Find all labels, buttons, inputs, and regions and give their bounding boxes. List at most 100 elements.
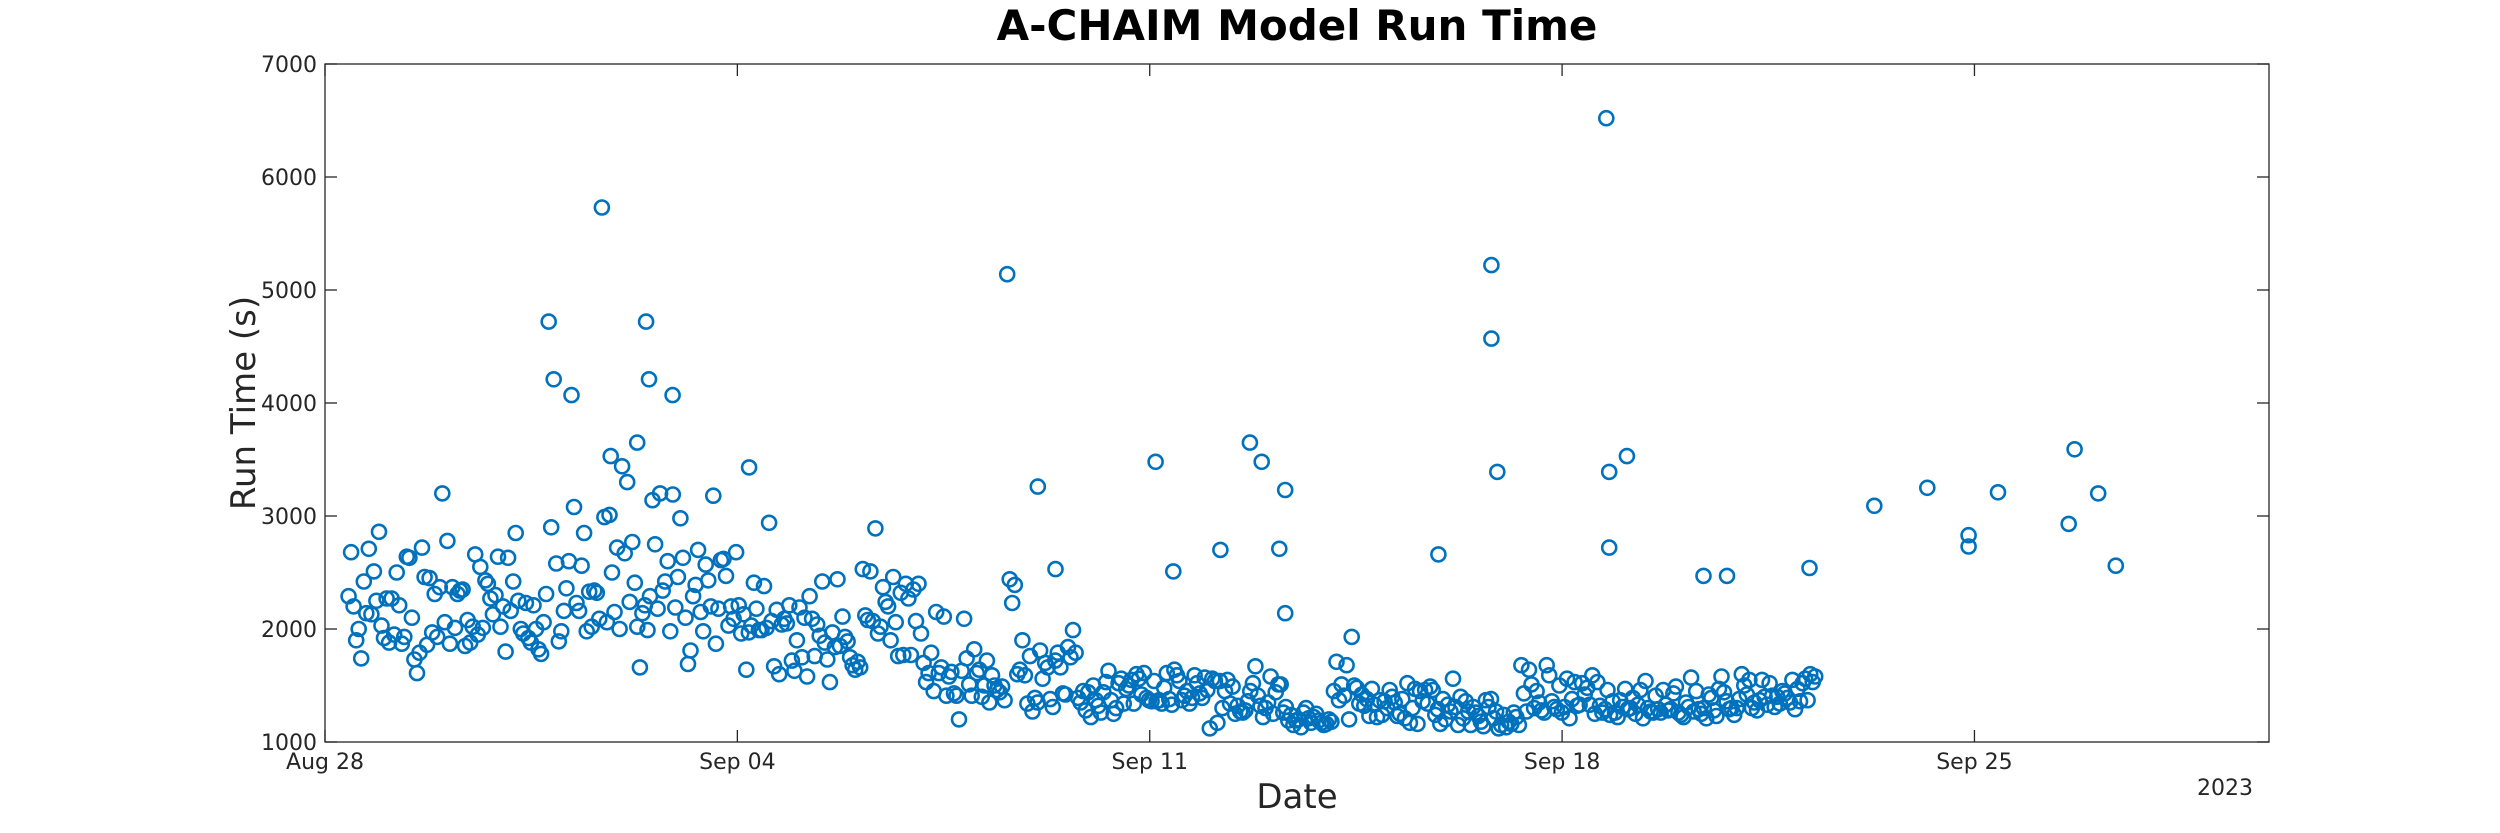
data-point (981, 694, 998, 711)
data-point (1598, 109, 1615, 127)
data-point (894, 646, 912, 664)
data-point (654, 582, 672, 599)
data-point (1343, 628, 1360, 646)
x-tick-label: Sep 25 (1936, 750, 2012, 775)
data-point (428, 628, 446, 646)
data-point (1335, 687, 1353, 705)
data-point (943, 663, 960, 681)
data-point (1254, 708, 1272, 726)
data-point (1044, 698, 1062, 716)
data-point (862, 563, 879, 580)
data-point (661, 622, 679, 640)
data-point (390, 596, 408, 614)
data-point (737, 661, 755, 679)
data-point (499, 549, 517, 567)
data-point (2107, 557, 2125, 575)
data-point (1052, 659, 1069, 676)
data-point (365, 563, 383, 580)
data-point (955, 610, 973, 628)
data-point (1510, 716, 1528, 734)
data-point (965, 640, 983, 658)
data-point (1253, 453, 1270, 471)
data-point (1276, 604, 1294, 622)
data-point (839, 633, 856, 650)
x-axis-label: Date (1256, 777, 1337, 817)
data-point (1135, 664, 1153, 682)
data-point (590, 610, 608, 628)
data-point (2089, 485, 2107, 502)
data-point (601, 506, 618, 524)
data-point (963, 687, 981, 705)
data-point (917, 673, 935, 691)
data-point (1323, 713, 1340, 731)
data-point (1338, 656, 1355, 674)
data-point (780, 596, 798, 614)
data-point (1594, 704, 1611, 721)
data-point (401, 549, 418, 567)
data-point (637, 313, 655, 330)
data-point (1003, 594, 1021, 612)
data-point (950, 711, 968, 728)
data-point (1444, 670, 1462, 688)
data-point (679, 655, 697, 673)
data-point (626, 574, 644, 592)
data-point (770, 665, 788, 683)
data-point (1389, 707, 1406, 725)
data-point (1047, 560, 1064, 578)
data-point (938, 687, 955, 705)
data-point (631, 659, 649, 676)
data-point (1014, 631, 1031, 649)
data-point (1866, 497, 1883, 515)
data-point (640, 370, 658, 388)
data-point (588, 584, 606, 602)
x-tick-label: Sep 18 (1524, 750, 1600, 775)
data-point (740, 459, 758, 476)
data-point (1753, 671, 1771, 689)
data-point (672, 509, 689, 527)
data-point (378, 590, 395, 607)
y-axis: 1000 2000 3000 4000 5000 6000 7000 (261, 53, 2269, 756)
data-point (509, 592, 527, 610)
data-point (664, 386, 681, 404)
data-point (550, 633, 568, 650)
data-point (945, 685, 963, 702)
data-point (1117, 680, 1135, 698)
data-point (755, 577, 773, 595)
data-point (623, 533, 641, 551)
data-point (958, 650, 975, 667)
data-point (1016, 666, 1034, 684)
data-point (882, 631, 899, 649)
data-point (487, 586, 504, 604)
data-point (449, 585, 466, 603)
data-point (834, 608, 851, 625)
plot-frame (324, 63, 2270, 743)
data-point (1637, 672, 1654, 690)
data-point (602, 447, 620, 465)
data-point (1538, 656, 1555, 674)
data-point (1741, 671, 1758, 689)
data-point (1100, 662, 1117, 680)
data-point (912, 625, 930, 642)
data-point (1799, 691, 1816, 709)
data-point (1067, 644, 1084, 662)
x-tick-label: Sep 04 (699, 750, 775, 775)
data-point (1483, 330, 1500, 347)
data-point (732, 625, 750, 642)
data-point (368, 592, 385, 610)
data-point (998, 265, 1016, 283)
data-point (649, 600, 666, 618)
data-point (345, 598, 362, 615)
data-point (1421, 678, 1439, 695)
data-point (699, 572, 717, 589)
data-point (1561, 709, 1578, 727)
data-point (474, 619, 492, 637)
data-point (801, 587, 818, 605)
data-point (408, 664, 426, 682)
data-points (340, 109, 2125, 737)
data-point (1224, 678, 1241, 695)
data-point (902, 646, 920, 664)
data-point (1165, 563, 1182, 580)
data-point (441, 635, 459, 653)
data-point (717, 567, 735, 585)
